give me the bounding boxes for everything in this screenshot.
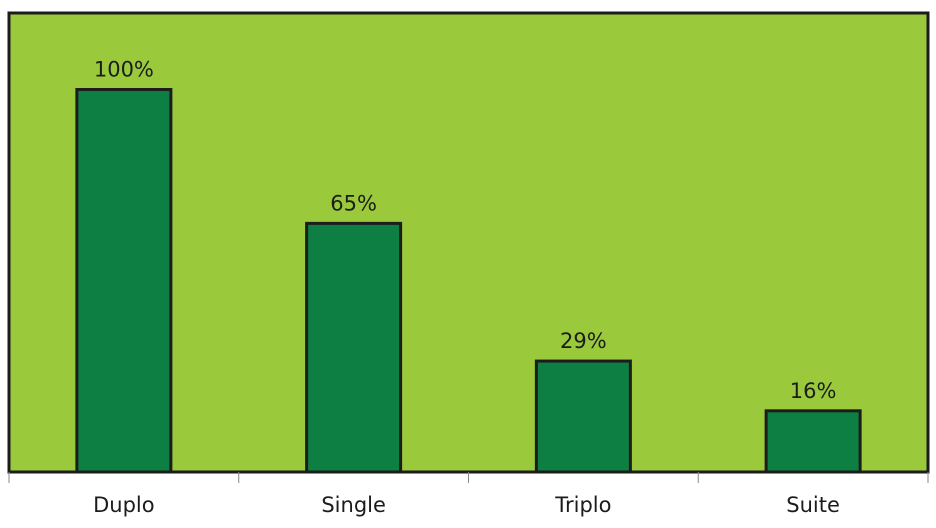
data-label-suite: 16%	[790, 379, 837, 403]
x-tick-label-single: Single	[321, 493, 386, 517]
x-axis: Duplo Single Triplo Suite	[8, 472, 929, 517]
bar-triplo	[534, 359, 632, 474]
bar-suite	[764, 409, 862, 474]
data-label-single: 65%	[330, 191, 377, 215]
bar-single	[305, 221, 403, 474]
x-tick-label-suite: Suite	[786, 493, 840, 517]
x-tick-label-triplo: Triplo	[554, 493, 611, 517]
data-label-triplo: 29%	[560, 329, 607, 353]
bars-layer	[75, 88, 862, 474]
x-tick-label-duplo: Duplo	[93, 493, 155, 517]
labels-layer: 100% 65% 29% 16%	[94, 58, 837, 403]
bar-duplo	[75, 88, 173, 474]
data-label-duplo: 100%	[94, 58, 154, 82]
